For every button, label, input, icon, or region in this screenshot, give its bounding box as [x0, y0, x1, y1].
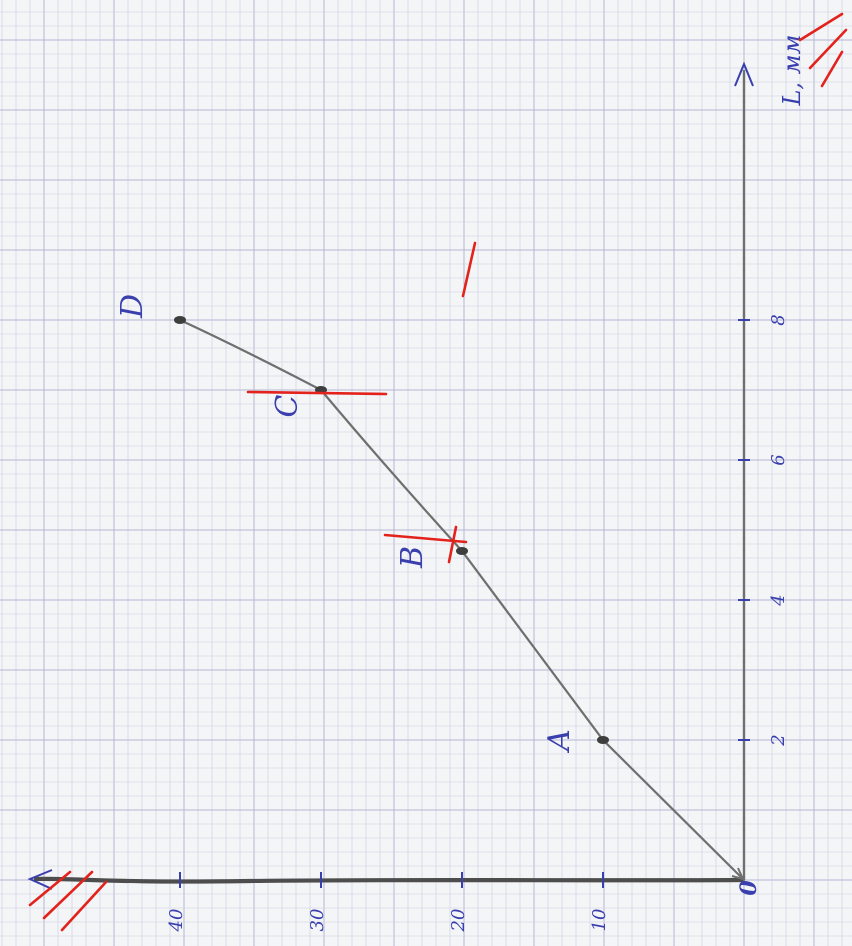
x-tick-label: 6 — [768, 454, 789, 465]
x-tick-label: 2 — [768, 734, 789, 746]
red-mark-c — [246, 390, 388, 396]
red-mark-y-1 — [28, 870, 72, 907]
x-axis-label: L, мм — [778, 35, 806, 107]
y-axis-arrow — [27, 869, 53, 890]
data-point-d — [174, 316, 186, 324]
point-label-b: B — [395, 546, 430, 569]
y-tick-label: 10 — [589, 909, 610, 932]
y-axis-line — [33, 876, 745, 884]
point-label-d: D — [115, 294, 150, 319]
labels: A B C D — [115, 294, 577, 754]
x-tick-label: 4 — [768, 594, 789, 606]
red-mark-y-2 — [42, 870, 94, 920]
red-mark-slash — [461, 241, 477, 298]
axes: 2 4 6 8 10 20 30 40 0 L, мм — [27, 35, 806, 933]
y-tick-label: 40 — [166, 909, 187, 933]
point-label-a: A — [542, 729, 577, 754]
data-point-b — [456, 547, 468, 555]
red-mark-y-3 — [60, 880, 108, 932]
point-label-c: C — [270, 394, 305, 417]
data-curve — [178, 318, 746, 882]
y-tick-label: 30 — [307, 909, 328, 932]
red-mark-arrow-1 — [798, 12, 844, 42]
red-pen-marks — [28, 12, 848, 932]
origin-label: 0 — [736, 880, 762, 896]
red-mark-arrow-3 — [820, 50, 844, 88]
series-arrowhead — [731, 867, 745, 881]
series-line — [178, 318, 746, 882]
red-mark-b-slash — [447, 525, 458, 564]
x-tick-label: 8 — [768, 314, 789, 325]
x-axis-arrow — [734, 61, 754, 87]
data-point-a — [597, 736, 609, 744]
y-tick-label: 20 — [448, 909, 469, 933]
red-mark-arrow-2 — [808, 28, 848, 70]
